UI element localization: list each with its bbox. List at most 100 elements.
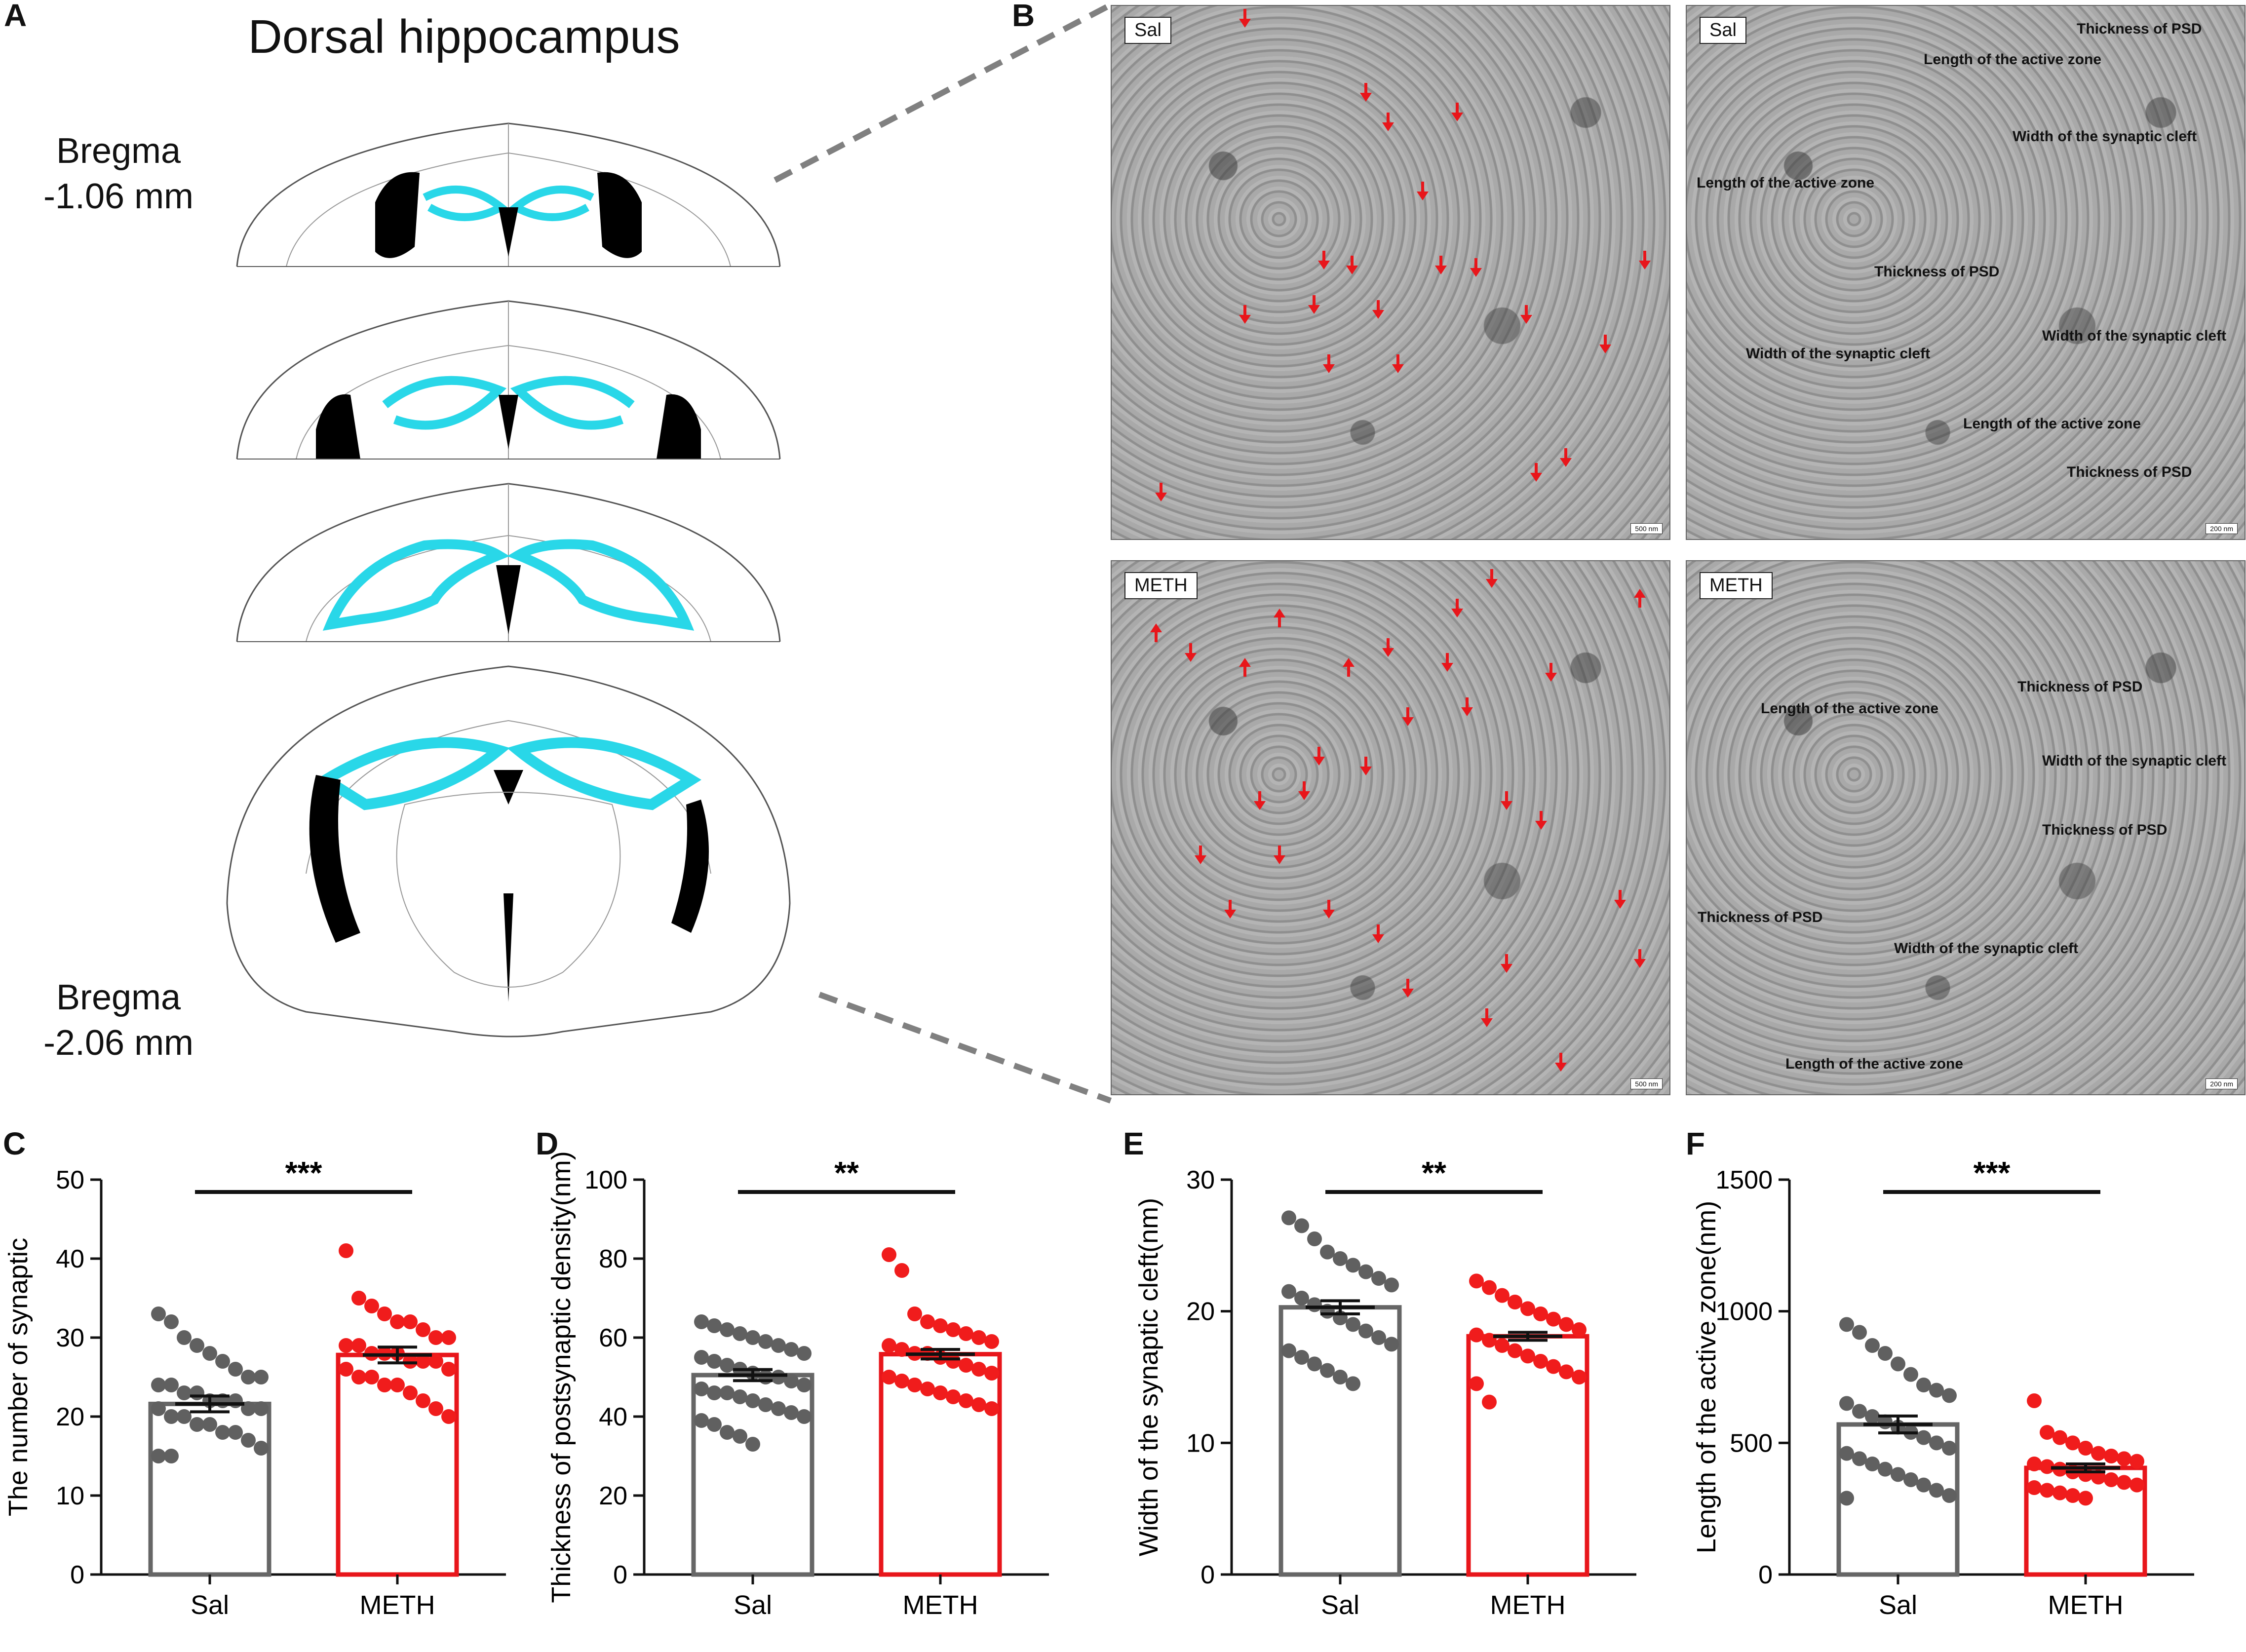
data-point [1371,1271,1386,1286]
data-point [441,1330,456,1345]
annotation: Width of the synaptic cleft [2042,753,2227,769]
brain-section-4 [226,665,791,1037]
data-point [1865,1409,1880,1424]
y-tick-label: 0 [613,1561,627,1589]
red-arrow-marker [1530,463,1542,482]
data-point [1839,1396,1854,1411]
data-point [1482,1280,1497,1295]
em-label: Sal [1700,17,1746,44]
data-point [2065,1488,2080,1503]
y-axis-label: Length of the active zone(nm) [1692,1201,1721,1553]
data-point [151,1378,166,1392]
red-arrow-marker [1239,9,1251,28]
red-arrow-marker [1545,663,1557,682]
em-label: METH [1124,572,1198,599]
red-arrow-marker [1298,781,1310,800]
data-point [745,1393,760,1408]
data-point [1469,1327,1484,1343]
data-point [1307,1356,1322,1372]
data-point [339,1362,353,1377]
data-point [1508,1295,1522,1309]
bregma-bottom-label: Bregma -2.06 mm [30,975,207,1066]
y-axis-label: Width of the synaptic cleft(nm) [1134,1198,1163,1556]
scale-bar: 500 nm [1630,1078,1663,1089]
data-point [177,1385,192,1400]
data-point [745,1330,760,1345]
data-point [1346,1258,1360,1273]
data-point [2091,1446,2106,1461]
data-point [1559,1317,1574,1332]
annotation: Width of the synaptic cleft [1894,940,2079,957]
panel-letter-c: C [3,1126,26,1161]
data-point [758,1334,773,1349]
panel-letter-e: E [1123,1126,1144,1161]
data-point [1384,1337,1399,1352]
y-tick-label: 20 [599,1482,627,1510]
data-point [907,1378,922,1392]
data-point [758,1370,773,1384]
y-tick-label: 10 [56,1482,84,1510]
data-point [694,1314,709,1329]
annotation: Thickness of PSD [1874,264,2000,280]
data-point [1520,1301,1535,1316]
data-point [2104,1472,2119,1487]
data-point [1916,1378,1931,1392]
em-image-sal-high: Sal 200 nm Thickness of PSD Length of th… [1686,5,2246,540]
annotation: Length of the active zone [1697,175,1875,191]
synapse-arrows [1150,569,1646,1072]
data-point [707,1417,722,1432]
y-axis-label: The number of synaptic [3,1238,33,1516]
red-arrow-marker [1481,1008,1493,1027]
annotation: Length of the active zone [1924,51,2102,68]
data-point [416,1322,430,1337]
data-point [984,1401,999,1416]
data-point [1294,1291,1309,1306]
data-point [377,1378,392,1392]
red-arrow-marker [1392,354,1404,373]
data-point [2117,1451,2131,1466]
red-arrow-marker [1634,589,1646,608]
data-point [797,1409,812,1424]
data-point [215,1425,230,1440]
data-point [1294,1218,1309,1233]
annotation: Thickness of PSD [2077,21,2202,37]
data-point [351,1370,366,1384]
data-point [733,1389,747,1404]
data-point [1320,1363,1335,1378]
red-arrow-marker [1274,845,1285,864]
bregma-word: Bregma [56,978,181,1017]
chart-psd-thickness: 0 20 40 60 80 100 Thickness of postsynaptic de… [546,1151,1049,1620]
data-point [797,1378,812,1392]
x-tick-label: METH [1490,1590,1566,1620]
data-point [1865,1457,1880,1471]
data-point [1865,1338,1880,1353]
data-point [1891,1356,1905,1372]
data-point [1495,1338,1510,1353]
bar [1278,1305,1402,1577]
data-point [1346,1376,1360,1391]
data-point [202,1417,217,1432]
data-point [190,1385,204,1400]
y-tick-label: 1500 [1715,1166,1773,1194]
data-point [2052,1485,2067,1500]
data-point [1333,1370,1348,1384]
annotation: Length of the active zone [1761,700,1939,717]
red-arrow-marker [1274,609,1285,627]
panel-letter-b: B [1012,0,1035,33]
data-point [1942,1488,1957,1503]
data-point [1482,1394,1497,1410]
data-point [882,1247,896,1262]
data-point [720,1322,735,1337]
data-point [946,1322,961,1337]
data-point [177,1330,192,1345]
data-point [1520,1348,1535,1364]
y-tick-label: 80 [599,1245,627,1273]
data-point [151,1306,166,1321]
red-arrow-marker [1535,811,1547,830]
data-point [959,1358,973,1373]
data-point [707,1354,722,1369]
x-tick-label: Sal [1321,1590,1359,1620]
y-tick-label: 40 [599,1403,627,1431]
y-tick-label: 20 [1186,1298,1215,1326]
annotation: Thickness of PSD [1698,909,1823,925]
